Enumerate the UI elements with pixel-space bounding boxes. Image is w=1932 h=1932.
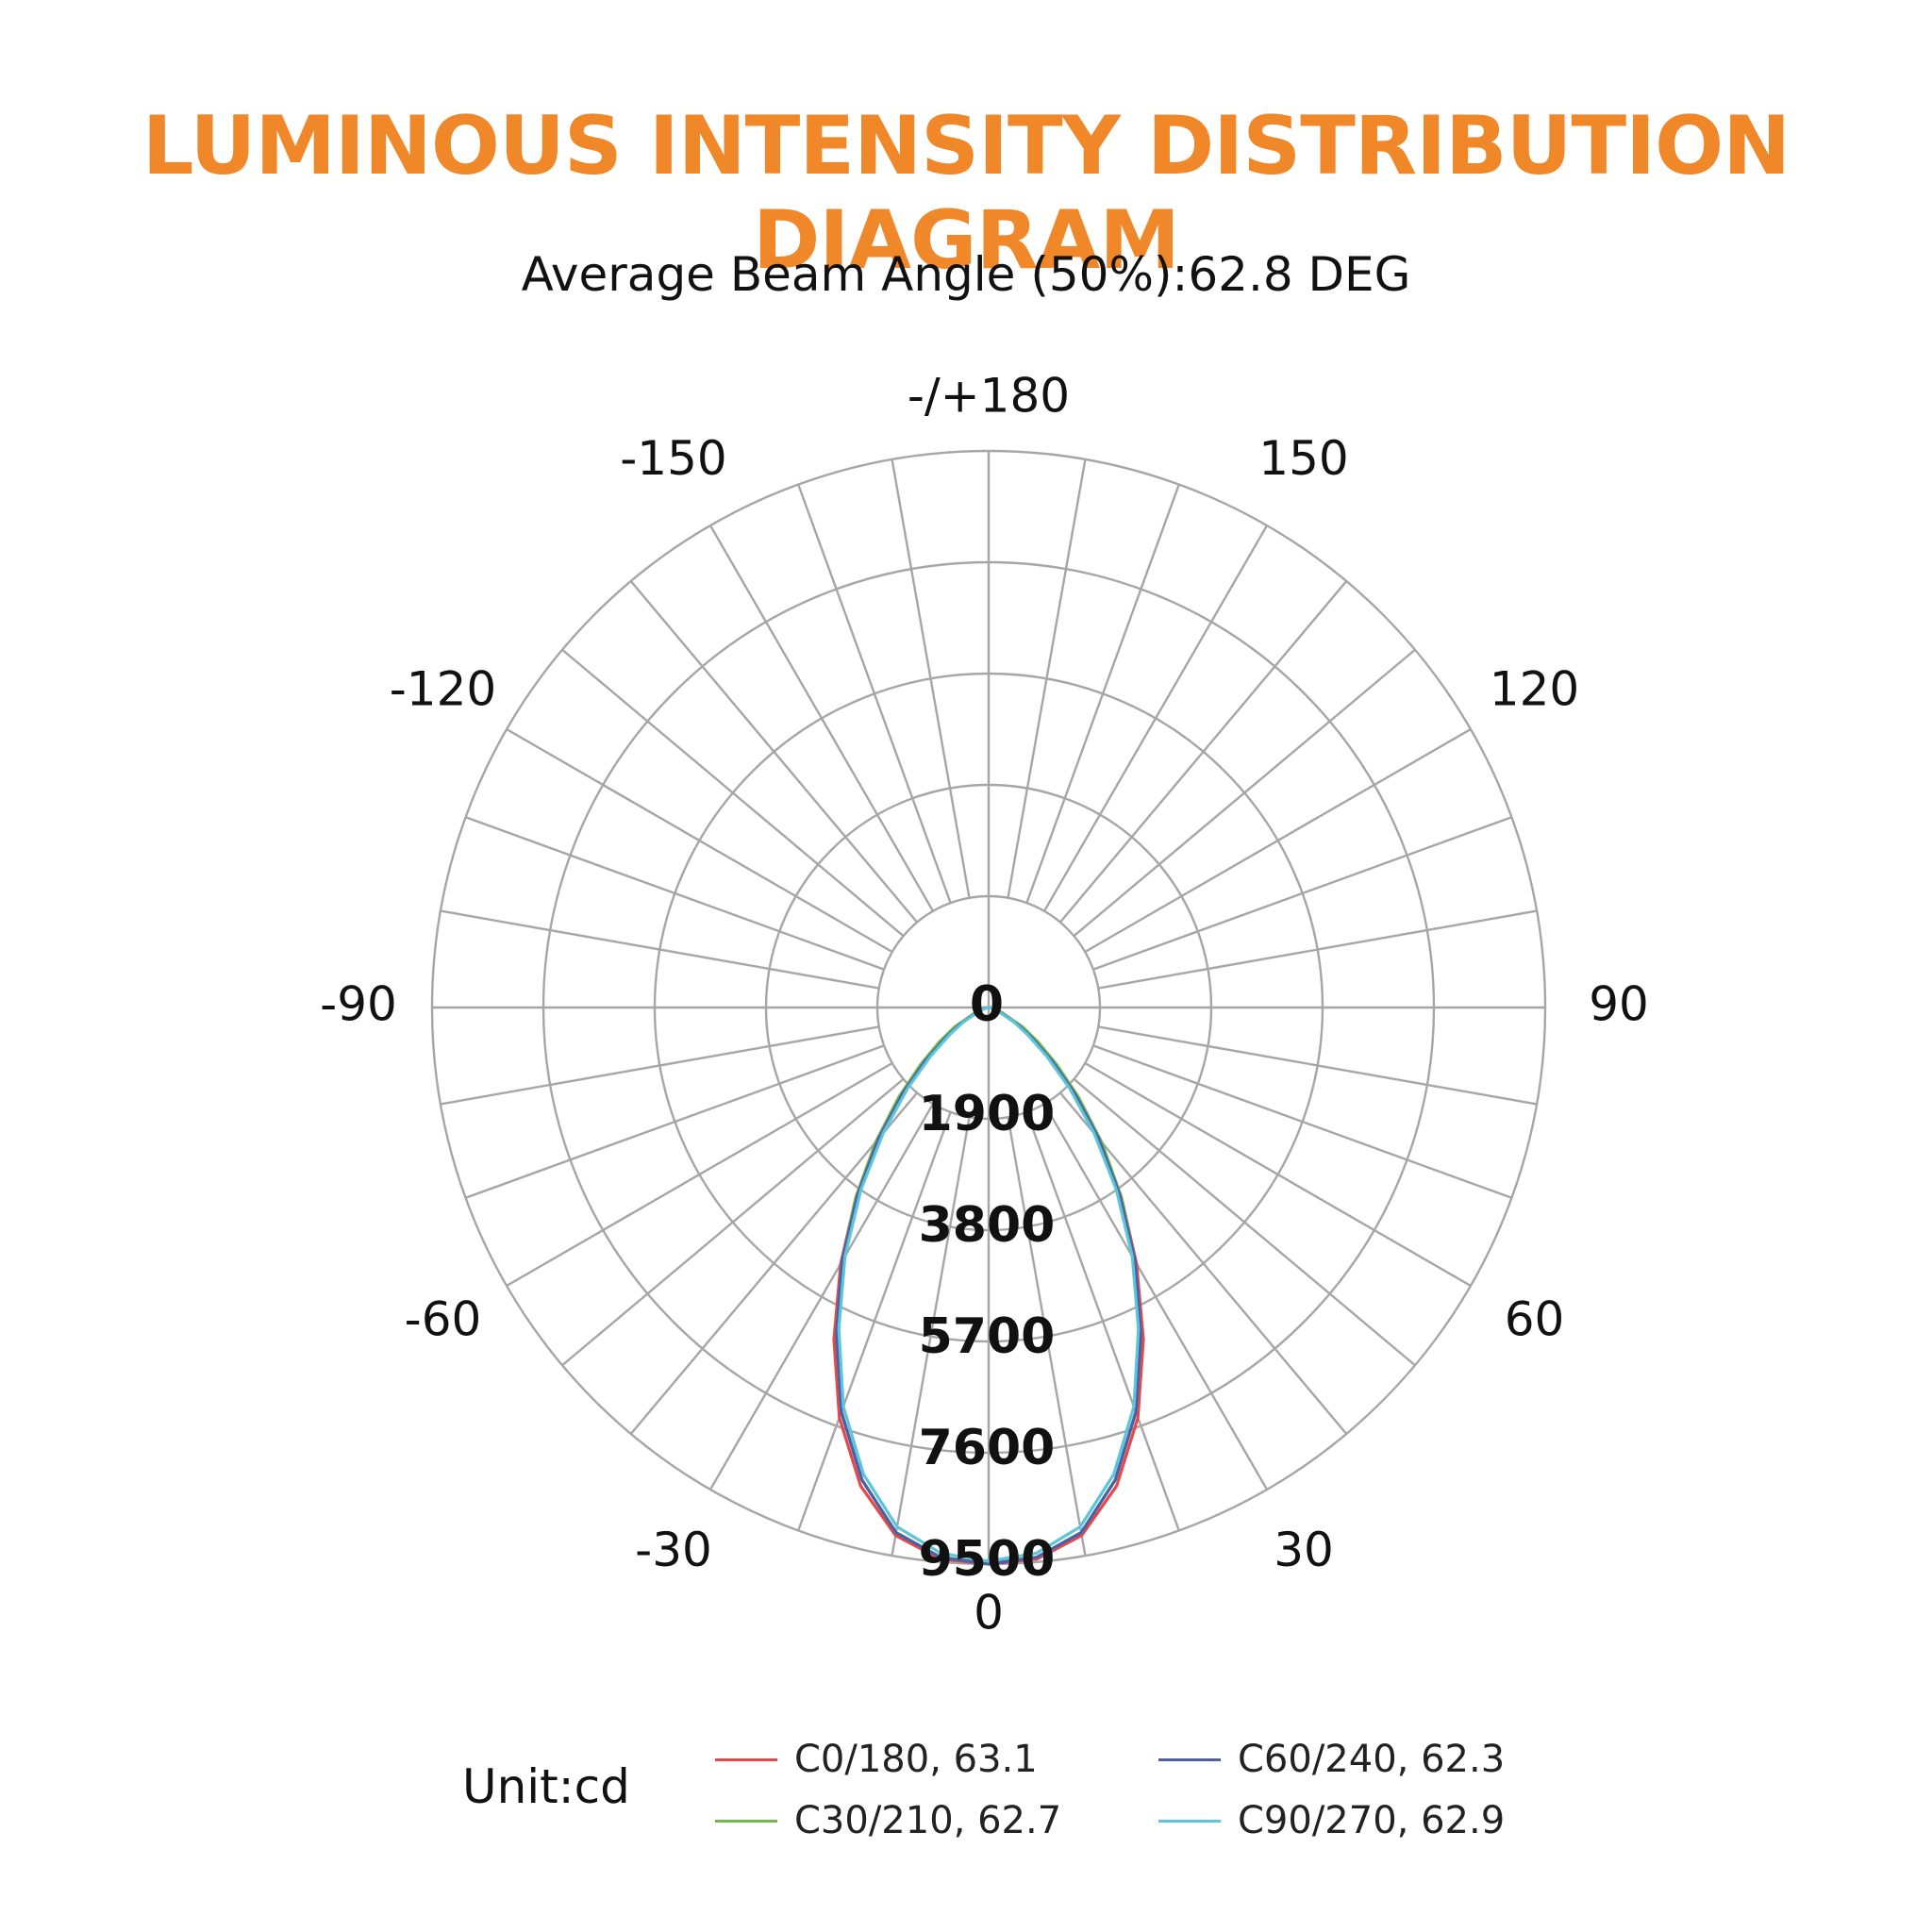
angle-label: 30 (1274, 1523, 1334, 1577)
grid-spoke (708, 525, 935, 912)
radial-tick-label: 0 (970, 976, 1004, 1033)
legend-label: C60/240, 62.3 (1238, 1738, 1506, 1781)
radial-tick-label: 1900 (919, 1086, 1056, 1142)
grid-spoke (1007, 1116, 1087, 1557)
grid-spoke (797, 484, 952, 904)
angle-label: -/+180 (908, 369, 1070, 424)
grid-spoke (465, 816, 885, 971)
grid-spoke (1042, 525, 1269, 912)
grid-spoke (561, 1077, 905, 1367)
unit-label: Unit:cd (462, 1759, 630, 1814)
legend-swatch (715, 1819, 777, 1823)
grid-spoke (1007, 458, 1087, 899)
legend-swatch (1158, 1757, 1221, 1761)
grid-spoke (440, 1025, 880, 1106)
legend-label: C90/270, 62.9 (1238, 1799, 1506, 1842)
chart-title: LUMINOUS INTENSITY DISTRIBUTION DIAGRAM (142, 99, 1790, 288)
angle-label: 0 (974, 1586, 1004, 1641)
radial-tick-label: 5700 (919, 1308, 1056, 1365)
grid-spoke (440, 909, 880, 990)
grid-spoke (708, 1103, 935, 1491)
grid-spoke (1084, 727, 1472, 954)
grid-spoke (891, 1116, 971, 1557)
angle-label: -30 (635, 1523, 712, 1577)
grid-spoke (1025, 1111, 1180, 1531)
radial-tick-label: 3800 (919, 1197, 1056, 1254)
intensity-curves (832, 1006, 1145, 1566)
legend-item: C90/270, 62.9 (1158, 1799, 1505, 1842)
radial-tick-label: 9500 (919, 1531, 1056, 1588)
grid-spoke (1073, 648, 1416, 938)
grid-spoke (1042, 1103, 1269, 1491)
legend-label: C0/180, 63.1 (794, 1738, 1038, 1781)
legend-item: C30/210, 62.7 (715, 1799, 1061, 1842)
grid-spoke (506, 727, 893, 954)
angle-label: -150 (620, 431, 726, 486)
angle-label: 60 (1505, 1292, 1565, 1347)
grid-spoke (506, 1061, 893, 1288)
radial-tick-labels: 0 1900 3800 5700 7600 9500 (919, 976, 1056, 1588)
grid-spoke (797, 1111, 952, 1531)
grid-spoke (1084, 1061, 1472, 1288)
grid-spoke (1092, 816, 1512, 971)
legend-swatch (715, 1757, 777, 1761)
grid-spoke (629, 580, 919, 924)
grid-spoke (891, 458, 971, 899)
chart-subtitle: Average Beam Angle (50%):62.8 DEG (521, 247, 1411, 302)
grid-spoke (1025, 484, 1180, 904)
radial-tick-label: 7600 (919, 1420, 1056, 1476)
grid-spoke (1097, 1025, 1538, 1106)
series-curve (837, 1006, 1141, 1563)
angle-label: 90 (1589, 977, 1649, 1032)
angle-label: 120 (1490, 662, 1579, 717)
legend-item: C60/240, 62.3 (1158, 1738, 1505, 1781)
angle-label: 150 (1258, 431, 1348, 486)
legend-label: C30/210, 62.7 (794, 1799, 1062, 1842)
grid-spoke (1058, 1091, 1348, 1435)
grid-spoke (1097, 909, 1538, 990)
grid-spoke (1073, 1077, 1416, 1367)
angle-label: -90 (320, 977, 397, 1032)
grid-spoke (1058, 580, 1348, 924)
angular-labels: -/+180 150 -150 120 -120 90 -90 60 -60 30 -30 0 (320, 369, 1649, 1641)
grid-spoke (561, 648, 905, 938)
grid-spoke (465, 1044, 885, 1199)
angle-label: -120 (390, 662, 496, 717)
angle-label: -60 (405, 1292, 482, 1347)
grid-spoke (1092, 1044, 1512, 1199)
polar-grid (430, 449, 1547, 1566)
legend-swatch (1158, 1819, 1221, 1823)
grid-spoke (629, 1091, 919, 1435)
legend-item: C0/180, 63.1 (715, 1738, 1038, 1781)
